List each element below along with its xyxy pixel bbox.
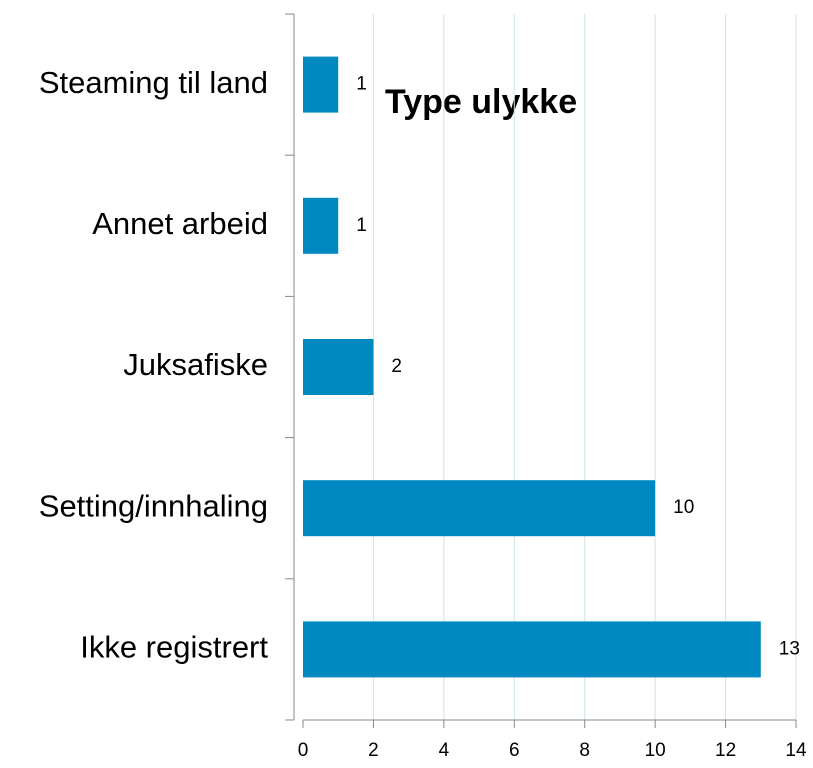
x-tick-label: 12 (715, 740, 736, 761)
x-tick-label: 10 (645, 740, 666, 761)
data-label: 10 (673, 497, 694, 518)
data-label: 13 (779, 638, 800, 659)
data-label: 1 (356, 215, 367, 236)
y-tick-label: Setting/innhaling (39, 488, 268, 523)
bar (303, 197, 339, 254)
data-label: 2 (391, 356, 402, 377)
data-label: 1 (356, 74, 367, 95)
bar (303, 480, 656, 537)
bar (303, 621, 761, 678)
x-tick-label: 8 (579, 740, 590, 761)
x-tick-label: 14 (785, 740, 807, 761)
x-tick-label: 6 (509, 740, 520, 761)
y-tick-label: Juksafiske (123, 347, 268, 382)
y-tick-label: Steaming til land (39, 65, 268, 100)
bar (303, 56, 339, 113)
chart-title: Type ulykke (385, 83, 577, 121)
y-tick-label: Annet arbeid (92, 206, 268, 241)
x-tick-label: 0 (298, 740, 309, 761)
x-tick-label: 2 (368, 740, 379, 761)
bar (303, 339, 374, 395)
y-tick-label: Ikke registrert (80, 630, 268, 665)
x-tick-label: 4 (439, 740, 450, 761)
